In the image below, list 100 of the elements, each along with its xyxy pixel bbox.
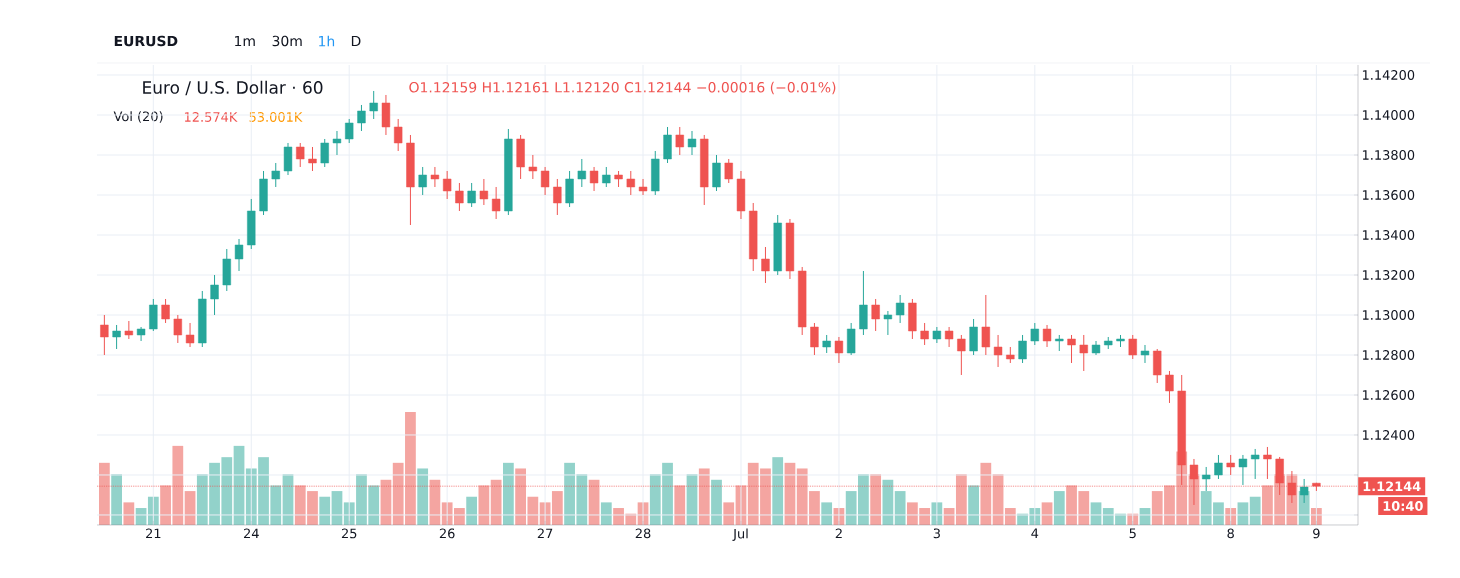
bar [478,485,490,525]
x-tick-label: 24 [243,528,259,539]
candlestick [957,334,966,376]
y-tick-label: 1.14000 [1362,110,1415,120]
bar [980,462,992,525]
candlestick [944,326,954,348]
annotation: 12.574K [184,112,238,122]
x-tick-label: 5 [1129,528,1136,539]
candlestick [724,158,733,184]
y-tick-label: 1.13800 [1362,150,1415,160]
candlestick [626,170,635,196]
annotation: Vol (20) [113,111,163,123]
candlestick [210,274,219,316]
x-tick-label: 2 [835,528,842,539]
x-tick-label: 26 [439,528,455,539]
bar [772,457,784,525]
candlestick [234,238,244,272]
text: 10:40 [1383,501,1423,511]
candlestick [553,178,562,216]
bar [674,485,686,525]
candlestick [969,318,978,356]
bar [490,479,502,525]
y-tick-label: 1.12800 [1362,350,1415,360]
candlestick [100,314,109,356]
candlestick [1202,466,1211,492]
candlestick [1238,454,1248,486]
x-tick-label: 4 [1031,528,1039,538]
candlestick [1140,344,1150,364]
bar [417,468,429,525]
candlestick [479,178,489,206]
bar [821,502,833,525]
bar [98,462,110,525]
text: 1m [235,35,255,47]
x-tick-label: 28 [635,528,651,539]
candlestick [308,146,317,172]
candlestick [993,334,1003,368]
candlestick [467,182,476,208]
candlestick [883,310,893,336]
candlestick [1165,370,1174,404]
candlestick [1263,446,1272,480]
bar [698,468,710,525]
bar [123,502,135,525]
candlestick [871,298,880,332]
candlestick [577,158,586,188]
y-tick-label: 1.13000 [1362,310,1415,320]
x-tick-label: 27 [537,528,553,539]
bar [955,474,967,525]
candlestick [1030,322,1039,346]
candlestick [1067,334,1076,364]
candlestick [687,130,697,156]
candlestick [589,166,599,192]
candlestick [810,322,819,356]
candlestick [149,298,158,332]
candlestick [761,246,770,284]
candlestick [430,166,440,188]
x-tick-label: 8 [1227,528,1234,539]
candlestick [185,322,195,348]
x-tick-label: 3 [933,528,940,539]
candlestick [895,294,905,324]
candlestick [602,166,611,188]
x-tick-label: 25 [341,528,357,539]
candlestick [565,170,574,208]
candlestick [834,336,844,364]
candlestick [675,126,684,156]
candlestick [1042,324,1052,348]
candlestick [455,182,464,212]
bar [711,479,722,525]
candlestick [847,322,856,356]
ref-line-label: 1.12144 [1363,481,1421,491]
text: O1.12159 H1.12161 L1.12120 C1.12144 −0.00016 (−0.01%) [409,81,836,95]
candlestick [112,324,121,350]
candlestick [859,270,868,336]
x-tick-label: Jul [732,528,748,541]
candlestick [442,170,452,200]
x-tick-label: 21 [146,528,161,539]
candlestick [528,154,538,180]
bar [466,496,478,525]
candlestick [369,90,378,120]
x-tick-label: 9 [1313,528,1320,539]
candlestick [320,138,329,168]
candlestick [1128,334,1137,360]
candlestick [540,166,550,196]
candlestick [1251,448,1260,480]
candlestick [173,314,182,344]
candlestick [283,142,293,176]
candlestick [296,142,305,168]
candlestick [394,118,403,152]
bar [319,496,331,525]
bar [894,491,906,525]
bar [111,474,122,525]
text: D [351,35,361,47]
candlestick [161,298,170,324]
bar [1249,496,1261,525]
candlestick [638,178,648,196]
y-tick-label: 1.12400 [1362,430,1415,440]
bar [1053,491,1065,525]
candlestick [357,104,366,132]
text: 1h [319,35,335,47]
annotation: 53.001K [249,112,303,122]
bar [502,462,514,525]
